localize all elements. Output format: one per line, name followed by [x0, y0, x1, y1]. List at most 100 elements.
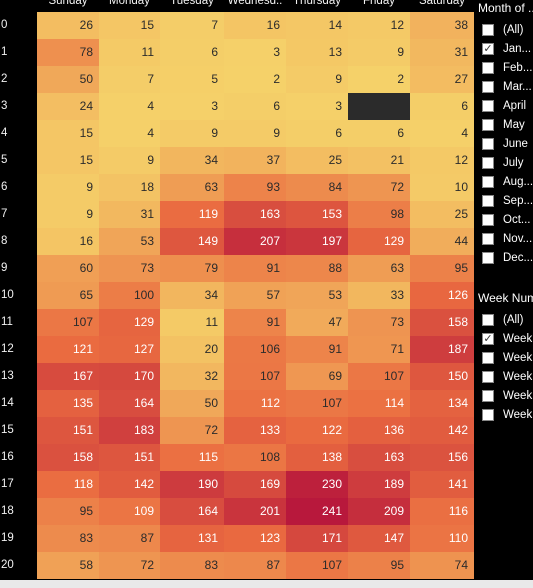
heatmap-cell[interactable]: 135: [37, 390, 99, 417]
heatmap-cell[interactable]: 50: [160, 390, 224, 417]
heatmap-cell[interactable]: 33: [348, 282, 410, 309]
heatmap-cell[interactable]: 63: [348, 255, 410, 282]
heatmap-cell[interactable]: 73: [348, 309, 410, 336]
heatmap-cell[interactable]: 167: [37, 363, 99, 390]
heatmap-cell[interactable]: 57: [224, 282, 286, 309]
heatmap-cell[interactable]: 207: [224, 228, 286, 255]
heatmap-cell[interactable]: 9: [37, 174, 99, 201]
heatmap-cell[interactable]: 15: [99, 12, 160, 39]
month-filter-item[interactable]: May: [482, 117, 533, 135]
heatmap-cell[interactable]: 4: [99, 120, 160, 147]
checkbox-icon[interactable]: [482, 371, 494, 383]
heatmap-cell[interactable]: 141: [410, 471, 474, 498]
heatmap-cell[interactable]: 91: [286, 336, 348, 363]
heatmap-cell[interactable]: 24: [37, 93, 99, 120]
heatmap-cell[interactable]: 95: [348, 552, 410, 579]
heatmap-cell[interactable]: 13: [286, 39, 348, 66]
heatmap-cell[interactable]: 31: [410, 39, 474, 66]
heatmap-cell[interactable]: 187: [410, 336, 474, 363]
heatmap-cell[interactable]: 25: [286, 147, 348, 174]
heatmap-cell[interactable]: 60: [37, 255, 99, 282]
checkbox-icon[interactable]: [482, 352, 494, 364]
checkbox-icon[interactable]: [482, 100, 494, 112]
heatmap-cell[interactable]: 88: [286, 255, 348, 282]
month-filter-item[interactable]: Dec...: [482, 250, 533, 268]
heatmap-cell[interactable]: 15: [37, 147, 99, 174]
heatmap-cell[interactable]: 7: [99, 66, 160, 93]
heatmap-cell[interactable]: 53: [99, 228, 160, 255]
month-filter-item[interactable]: ✓ Jan...: [482, 41, 533, 59]
checkbox-icon[interactable]: [482, 390, 494, 402]
heatmap-cell[interactable]: 44: [410, 228, 474, 255]
heatmap-cell[interactable]: 9: [99, 147, 160, 174]
heatmap-cell[interactable]: 10: [410, 174, 474, 201]
month-filter-item[interactable]: Oct...: [482, 212, 533, 230]
heatmap-cell[interactable]: 3: [160, 93, 224, 120]
heatmap-cell[interactable]: 116: [410, 498, 474, 525]
month-filter-item[interactable]: June: [482, 136, 533, 154]
heatmap-cell[interactable]: 6: [348, 120, 410, 147]
heatmap-cell[interactable]: 11: [160, 309, 224, 336]
heatmap-cell[interactable]: 6: [286, 120, 348, 147]
heatmap-cell[interactable]: 123: [224, 525, 286, 552]
heatmap-cell[interactable]: 83: [37, 525, 99, 552]
checkbox-checked-icon[interactable]: ✓: [482, 43, 494, 55]
heatmap-cell[interactable]: 31: [99, 201, 160, 228]
heatmap-cell[interactable]: 6: [410, 93, 474, 120]
checkbox-icon[interactable]: [482, 138, 494, 150]
heatmap-cell[interactable]: 74: [410, 552, 474, 579]
heatmap-cell[interactable]: 163: [348, 444, 410, 471]
heatmap-cell[interactable]: 93: [224, 174, 286, 201]
heatmap-cell[interactable]: 32: [160, 363, 224, 390]
month-filter-item[interactable]: Feb...: [482, 60, 533, 78]
heatmap-cell[interactable]: 138: [286, 444, 348, 471]
heatmap-cell[interactable]: [348, 93, 410, 120]
heatmap-cell[interactable]: 9: [224, 120, 286, 147]
heatmap-cell[interactable]: 69: [286, 363, 348, 390]
heatmap-cell[interactable]: 47: [286, 309, 348, 336]
heatmap-cell[interactable]: 71: [348, 336, 410, 363]
heatmap-cell[interactable]: 107: [37, 309, 99, 336]
horizontal-scrollbar[interactable]: [0, 580, 533, 588]
week-filter-item[interactable]: Week: [482, 350, 533, 368]
heatmap-cell[interactable]: 38: [410, 12, 474, 39]
week-filter-item[interactable]: Week: [482, 388, 533, 406]
heatmap-cell[interactable]: 11: [99, 39, 160, 66]
heatmap-cell[interactable]: 190: [160, 471, 224, 498]
week-filter-item[interactable]: Week: [482, 369, 533, 387]
checkbox-icon[interactable]: [482, 409, 494, 421]
heatmap-cell[interactable]: 6: [224, 93, 286, 120]
heatmap-cell[interactable]: 63: [160, 174, 224, 201]
heatmap-cell[interactable]: 142: [410, 417, 474, 444]
heatmap-cell[interactable]: 134: [410, 390, 474, 417]
checkbox-icon[interactable]: [482, 233, 494, 245]
heatmap-cell[interactable]: 109: [99, 498, 160, 525]
heatmap-cell[interactable]: 98: [348, 201, 410, 228]
month-filter-item[interactable]: Aug...: [482, 174, 533, 192]
month-filter-item[interactable]: Mar...: [482, 79, 533, 97]
heatmap-cell[interactable]: 119: [160, 201, 224, 228]
heatmap-cell[interactable]: 169: [224, 471, 286, 498]
heatmap-cell[interactable]: 129: [348, 228, 410, 255]
heatmap-cell[interactable]: 3: [224, 39, 286, 66]
heatmap-cell[interactable]: 147: [348, 525, 410, 552]
heatmap-cell[interactable]: 170: [99, 363, 160, 390]
heatmap-cell[interactable]: 126: [410, 282, 474, 309]
heatmap-cell[interactable]: 107: [348, 363, 410, 390]
heatmap-cell[interactable]: 84: [286, 174, 348, 201]
heatmap-cell[interactable]: 197: [286, 228, 348, 255]
heatmap-cell[interactable]: 87: [99, 525, 160, 552]
month-filter-item[interactable]: Sep...: [482, 193, 533, 211]
heatmap-cell[interactable]: 4: [410, 120, 474, 147]
heatmap-cell[interactable]: 114: [348, 390, 410, 417]
heatmap-cell[interactable]: 100: [99, 282, 160, 309]
heatmap-cell[interactable]: 72: [99, 552, 160, 579]
heatmap-cell[interactable]: 6: [160, 39, 224, 66]
checkbox-icon[interactable]: [482, 214, 494, 226]
heatmap-cell[interactable]: 9: [348, 39, 410, 66]
heatmap-cell[interactable]: 21: [348, 147, 410, 174]
heatmap-cell[interactable]: 107: [286, 552, 348, 579]
heatmap-cell[interactable]: 58: [37, 552, 99, 579]
checkbox-icon[interactable]: [482, 314, 494, 326]
heatmap-cell[interactable]: 12: [410, 147, 474, 174]
